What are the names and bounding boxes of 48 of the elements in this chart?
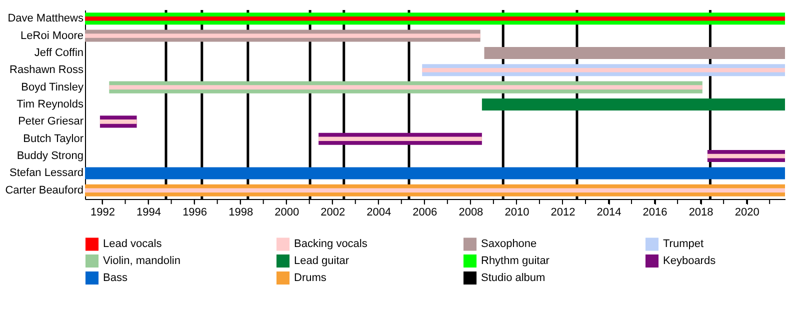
x-tick-label: 1992 [90,206,115,218]
legend-label: Rhythm guitar [481,255,550,267]
y-tick-label: Boyd Tinsley [21,81,84,94]
y-tick-label: Rashawn Ross [10,64,84,76]
y-tick-label: Jeff Coffin [34,46,84,59]
legend-label: Drums [294,272,327,284]
bar [85,34,480,38]
x-tick-label: 1994 [136,206,162,218]
bar [85,16,785,21]
legend-label: Studio album [481,272,546,284]
x-tick-label: 1996 [182,206,208,218]
bar [422,68,785,72]
x-tick-label: 2012 [550,206,576,218]
x-tick-label: 2014 [596,206,622,218]
legend-label: Keyboards [663,255,716,267]
y-tick-label: LeRoi Moore [20,30,84,42]
bar [85,167,785,180]
x-tick-label: 2006 [412,206,438,218]
x-tick-label: 2020 [734,206,760,218]
x-tick-label: 2002 [320,206,346,218]
y-tick-label: Butch Taylor [23,132,84,145]
y-tick-label: Peter Griesar [18,116,84,128]
x-tick-label: 2000 [274,206,300,218]
x-tick-label: 2008 [458,206,484,218]
legend-label: Lead vocals [103,238,162,250]
x-tick-label: 2016 [642,206,668,218]
y-tick-label: Carter Beauford [5,184,84,196]
x-tick-label: 1998 [228,206,254,218]
legend-label: Trumpet [663,238,704,250]
bar [109,85,702,90]
y-tick-label: Tim Reynolds [16,98,84,110]
legend-label: Violin, mandolin [103,255,180,267]
bar [707,154,785,158]
y-tick-label: Stefan Lessard [10,167,84,180]
bar [484,46,785,59]
legend-label: Saxophone [481,238,537,250]
x-tick-label: 2010 [504,206,530,218]
bar [100,120,137,124]
bar [318,136,482,142]
x-tick-label: 2004 [366,206,392,218]
x-tick-label: 2018 [688,206,714,218]
bar [85,188,785,193]
bar [482,98,785,111]
y-tick-label: Dave Matthews [8,12,84,25]
legend-label: Backing vocals [294,238,368,250]
y-tick-label: Buddy Strong [16,150,84,162]
legend-label: Bass [103,272,128,284]
legend-label: Lead guitar [294,255,350,267]
